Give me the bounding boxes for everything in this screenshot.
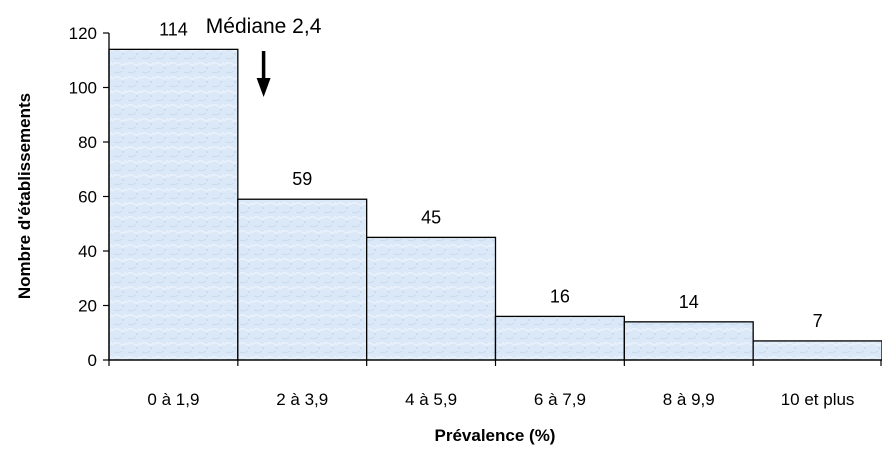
data-label-5: 7 — [813, 311, 823, 331]
data-label-1: 59 — [292, 169, 312, 189]
y-tick-label-0: 0 — [88, 351, 97, 370]
x-tick-label-2: 4 à 5,9 — [405, 390, 457, 409]
x-tick-label-4: 8 à 9,9 — [663, 390, 715, 409]
data-label-0: 114 — [159, 19, 188, 39]
bar-2 — [366, 236, 497, 361]
data-label-2: 45 — [421, 207, 441, 227]
bar-0 — [108, 48, 239, 361]
x-tick-label-1: 2 à 3,9 — [276, 390, 328, 409]
median-annotation-label: Médiane 2,4 — [206, 15, 322, 38]
y-axis-ticks: 0 20 40 60 80 100 120 — [69, 24, 109, 370]
y-tick-label-5: 100 — [69, 79, 97, 98]
bar-4 — [623, 321, 754, 361]
y-tick-label-2: 40 — [78, 242, 97, 261]
y-tick-label-3: 60 — [78, 188, 97, 207]
y-tick-label-1: 20 — [78, 297, 97, 316]
data-label-3: 16 — [550, 286, 570, 306]
bar-3 — [494, 315, 625, 361]
y-tick-label-6: 120 — [69, 24, 97, 43]
x-tick-label-5: 10 et plus — [781, 390, 855, 409]
bars-group — [108, 48, 882, 361]
x-tick-label-0: 0 à 1,9 — [147, 390, 199, 409]
x-axis-title: Prévalence (%) — [435, 426, 556, 445]
y-axis-title: Nombre d'établissements — [15, 93, 34, 299]
bar-5 — [752, 340, 882, 361]
y-tick-label-4: 80 — [78, 133, 97, 152]
bar-1 — [237, 198, 368, 361]
data-labels-group: 114 59 45 16 14 7 — [159, 19, 823, 331]
data-label-4: 14 — [679, 292, 699, 312]
x-tick-label-3: 6 à 7,9 — [534, 390, 586, 409]
median-arrow-icon — [256, 51, 271, 97]
x-axis-ticks: 0 à 1,9 2 à 3,9 4 à 5,9 6 à 7,9 8 à 9,9 10 et… — [108, 360, 882, 409]
